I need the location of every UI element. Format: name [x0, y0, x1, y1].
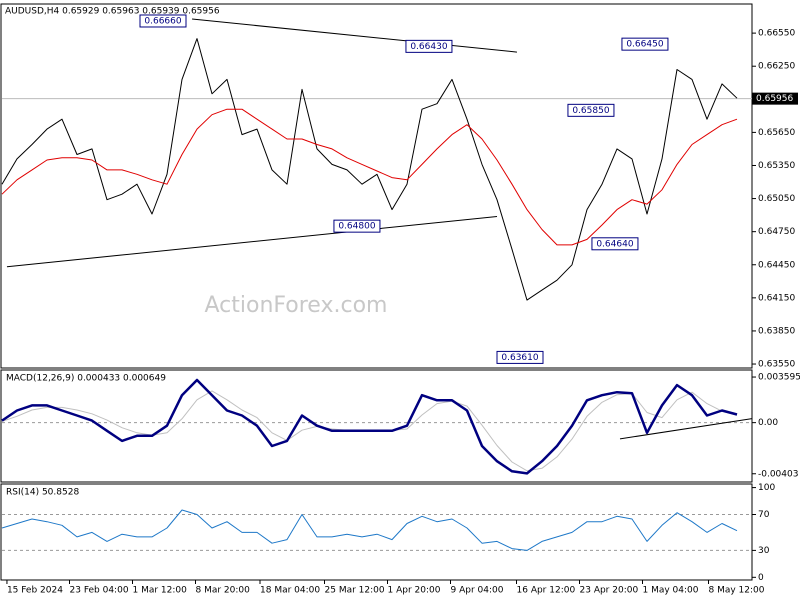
last-price-box [752, 92, 798, 105]
y-tick-label: 100 [758, 483, 775, 493]
y-tick-label: 0.65050 [758, 194, 795, 204]
x-tick-label: 15 Feb 2024 [7, 586, 63, 596]
x-tick-label: 16 Apr 12:00 [517, 586, 576, 596]
y-tick-label: 0.63850 [758, 326, 795, 336]
series-line [1, 509, 738, 551]
pane-border [0, 483, 753, 581]
annotation-label: 0.66660 [144, 16, 181, 26]
series-line [1, 108, 738, 246]
pane-border [0, 369, 753, 483]
annotation-label: 0.64800 [338, 222, 375, 232]
annotation-label: 0.65850 [572, 106, 609, 116]
x-tick-label: 1 Apr 20:00 [388, 586, 441, 596]
y-tick-label: 0.003595 [758, 373, 800, 383]
last-price-label: 0.65956 [756, 94, 793, 104]
y-tick-label: 30 [758, 546, 770, 556]
x-tick-label: 1 Mar 12:00 [133, 586, 188, 596]
y-tick-label: 0.65350 [758, 161, 795, 171]
y-tick-label: 0.64450 [758, 260, 795, 270]
x-tick-label: 23 Apr 20:00 [580, 586, 639, 596]
annotation-box [621, 37, 669, 51]
annotation-label: 0.64640 [596, 239, 633, 249]
y-tick-label: 70 [758, 510, 770, 520]
annotation-label: 0.66430 [410, 42, 447, 52]
annotation-box [496, 350, 544, 364]
x-tick-label: 8 Mar 20:00 [196, 586, 251, 596]
annotation-box [333, 219, 381, 233]
y-tick-label: 0.66250 [758, 62, 795, 72]
y-tick-label: 0.65650 [758, 128, 795, 138]
annotation-box [567, 103, 615, 117]
annotation-box [591, 237, 639, 251]
trend-line [6, 216, 498, 268]
watermark: ActionForex.com [205, 293, 388, 318]
y-tick-label: 0.64750 [758, 227, 795, 237]
annotation-box [405, 39, 453, 53]
x-tick-label: 25 Mar 12:00 [325, 586, 385, 596]
series-line [1, 378, 738, 475]
y-tick-label: 0 [758, 573, 764, 583]
annotation-label: 0.66450 [626, 40, 663, 50]
x-tick-label: 18 Mar 04:00 [260, 586, 320, 596]
pane-border [0, 3, 753, 369]
x-tick-label: 23 Feb 04:00 [70, 586, 129, 596]
y-tick-label: 0.63550 [758, 360, 795, 370]
y-tick-label: 0.00 [758, 418, 778, 428]
annotation-box [139, 14, 187, 28]
x-tick-label: 8 May 12:00 [709, 586, 765, 596]
y-tick-label: -0.00403 [758, 469, 798, 479]
trend-line [619, 418, 753, 440]
annotation-label: 0.63610 [501, 353, 538, 363]
pane-title: MACD(12,26,9) 0.000433 0.000649 [6, 374, 166, 384]
x-tick-label: 9 Apr 04:00 [451, 586, 504, 596]
pane-title: RSI(14) 50.8528 [6, 488, 79, 498]
y-tick-label: 0.64150 [758, 293, 795, 303]
trend-line [191, 18, 518, 53]
x-tick-label: 1 May 04:00 [643, 586, 699, 596]
header: AUDUSD,H4 0.65929 0.65963 0.65939 0.6595… [5, 7, 220, 17]
series-line [1, 38, 738, 301]
y-tick-label: 0.66550 [758, 29, 795, 39]
